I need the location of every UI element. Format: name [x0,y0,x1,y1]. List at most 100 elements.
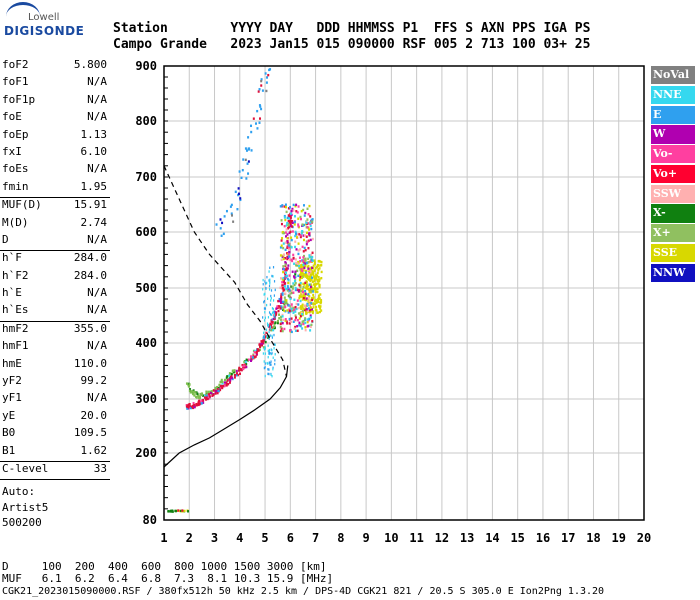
param-value: N/A [87,303,107,317]
streak-echo-point [269,325,272,329]
o-echo-point [271,321,274,324]
spread-echo-point [299,248,302,251]
o-echo-point [275,307,278,310]
spread-echo-point [280,305,283,308]
auto-label: Auto: [2,485,36,498]
sse-echo-point [319,301,322,305]
spread-echo-point [294,234,297,238]
spread-echo-point [293,298,296,301]
spread-echo-point [297,274,300,278]
param-row: fxI 6.10 [0,145,110,162]
sse-echo-point [305,275,308,278]
spread-echo-point [281,204,284,207]
streak-echo-point [269,351,271,355]
x-echo-point [200,393,203,397]
sse-echo-point [305,280,308,284]
streak-echo-point [273,333,275,337]
streak-echo-point [263,347,265,351]
streak-echo-point [272,266,275,269]
param-label: h`F [2,251,22,265]
spread-echo-point [281,292,284,295]
spread-echo-point [299,235,302,239]
streak-echo-point [270,363,272,366]
x-echo-point [273,323,276,326]
sse-echo-point [305,285,308,289]
spread-echo-point [294,288,297,292]
spread-echo-point [291,259,294,263]
es-echo-point [177,509,180,512]
sse-echo-point [315,290,318,294]
x-echo-point [196,392,199,396]
spread-echo-point [311,220,314,223]
spread-echo-point [287,279,290,282]
param-separator [0,197,110,199]
spread-echo-point [288,289,291,292]
spread-echo-point [302,204,305,207]
param-row: yF1 N/A [0,391,110,408]
spread-echo-point [283,214,286,218]
o-echo-point [238,366,241,370]
sse-echo-point [313,302,316,305]
axis-ticks: 1 2 3 4 5 6 7 8 9 10 11 12 13 14 15 16 17 18 19 20802003004… [135,59,651,545]
spread-echo-point [304,262,307,265]
spread-echo-point [299,306,302,309]
spread-echo-point [308,283,311,286]
header-line-1: Station YYYY DAY DDD HHMMSS P1 FFS S AXN… [113,21,591,36]
spread-echo-point [311,320,314,323]
o-echo-point [261,340,264,344]
x-echo-point [276,321,279,325]
param-value: 284.0 [73,251,107,265]
x-echo-point [231,369,234,373]
spread-echo-point [280,219,283,222]
o-echo-point [253,350,256,354]
legend-item: NoVal [651,66,695,85]
high-echo-point [222,232,225,236]
spread-echo-point [285,235,288,238]
streak-echo-point [270,352,272,356]
param-label: h`E [2,286,22,300]
spread-echo-point [308,233,311,237]
spread-echo-point [306,218,309,221]
o-echo-point [217,389,220,393]
o-echo-point [286,246,289,250]
legend-item: Vo+ [651,164,695,184]
sse-echo-point [312,288,315,291]
high-echo-point [245,177,248,180]
o-echo-point [233,376,236,379]
o-echo-point [214,392,217,395]
x-echo-point [291,287,294,290]
spread-echo-point [300,323,303,326]
spread-echo-point [281,329,284,333]
o-echo-point [227,383,230,386]
sse-echo-point [298,266,301,269]
x-tick-label: 14 [485,531,499,545]
sse-echo-point [316,311,319,314]
sse-echo-point [300,307,303,310]
spread-echo-point [288,329,291,332]
streak-echo-point [271,334,273,338]
spread-echo-point [308,204,311,208]
sse-echo-point [317,294,320,297]
spread-echo-point [293,276,296,279]
streak-echo-point [268,350,270,353]
spread-echo-point [280,258,283,262]
param-value: 2.74 [80,215,108,229]
spread-echo-point [299,281,302,285]
streak-echo-point [269,280,271,283]
streak-echo-point [270,299,272,302]
spread-echo-point [283,302,286,305]
streak-echo-point [269,282,271,285]
spread-echo-point [291,286,294,289]
o-echo-point [283,268,286,271]
x-echo-point [295,264,298,267]
streak-echo-point [263,337,265,340]
spread-echo-point [304,281,307,285]
spread-echo-point [283,205,286,208]
streak-echo-point [262,335,265,338]
o-echo-point [261,342,264,345]
high-echo-point [269,68,272,71]
spread-echo-point [309,306,312,309]
high-echo-point [219,227,222,230]
o-echo-point [186,407,189,410]
o-echo-point [242,367,245,371]
